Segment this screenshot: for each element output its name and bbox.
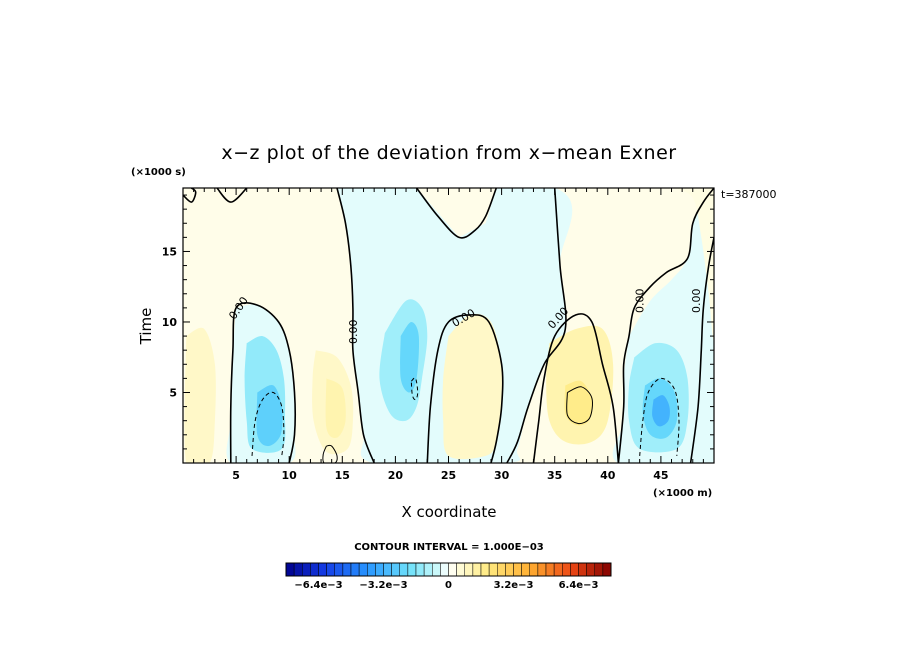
heatmap-region-8 — [400, 322, 420, 393]
contour-label-group-1: 0.00 — [347, 320, 360, 345]
negative-contour-12 — [251, 391, 285, 456]
y-axis-title: Time — [137, 308, 155, 346]
colorbar-cell — [456, 562, 466, 577]
x-tick-label: 35 — [547, 469, 562, 482]
colorbar-cell — [285, 562, 295, 577]
colorbar-cell — [578, 562, 587, 577]
colorbar-tick-label: −6.4e−3 — [294, 580, 342, 591]
colorbar-cell — [440, 562, 449, 577]
colorbar-cell — [334, 562, 344, 577]
colorbar-cell — [594, 562, 604, 577]
x-tick-label: 10 — [282, 469, 298, 482]
contour-line-11 — [322, 444, 338, 463]
colorbar-cell — [399, 562, 409, 577]
x-tick-label: 25 — [441, 469, 456, 482]
heatmap-fills — [183, 188, 714, 463]
colorbar-cell — [391, 562, 401, 577]
x-axis-title: X coordinate — [401, 503, 496, 521]
colorbar-cell — [407, 562, 417, 577]
contour-lines — [183, 188, 714, 463]
colorbar-cell — [367, 562, 376, 577]
colorbar-cell — [505, 562, 514, 577]
heatmap-region-12 — [184, 327, 216, 463]
colorbar-tick-label: 0 — [445, 580, 452, 591]
axis-ticks: 5 10 15 20 25 30 35 40 45 5 10 15 — [162, 188, 714, 482]
colorbar-cell — [497, 562, 506, 577]
chart-title: x−z plot of the deviation from x−mean Ex… — [221, 142, 676, 164]
contour-line-4 — [426, 314, 504, 463]
contour-label-1: 0.00 — [347, 320, 360, 345]
heatmap-region-18 — [671, 188, 714, 340]
colorbar-cell — [602, 562, 612, 577]
colorbar-cell — [302, 562, 311, 577]
contour-line-5 — [532, 313, 620, 463]
colorbar-cell — [464, 562, 474, 577]
contour-line-2 — [506, 188, 567, 463]
colorbar-frame — [285, 562, 612, 577]
contour-line-9 — [216, 188, 248, 203]
colorbar-cell — [358, 562, 368, 577]
contour-label-group-4: 0.00 — [634, 289, 647, 314]
colorbar-cell — [293, 562, 303, 577]
heatmap-region-6 — [256, 384, 283, 447]
contour-label-4: 0.00 — [634, 289, 647, 314]
contour-line-7 — [689, 237, 714, 463]
colorbar-cell — [415, 562, 425, 577]
colorbar-cell — [383, 562, 392, 577]
colorbar-cell — [342, 562, 352, 577]
contour-line-3 — [229, 301, 296, 463]
colorbar-cell — [423, 562, 433, 577]
x-multiplier-label: (×1000 m) — [653, 488, 712, 499]
x-tick-label: 40 — [600, 469, 616, 482]
negative-contour-13 — [639, 377, 680, 456]
contour-line-0 — [336, 188, 375, 463]
time-label: t=387000 — [721, 188, 777, 201]
colorbar-cell — [562, 562, 571, 577]
colorbar-cell — [553, 562, 563, 577]
colorbar-cell — [521, 562, 531, 577]
colorbar-cell — [529, 562, 539, 577]
x-tick-label: 30 — [494, 469, 510, 482]
heatmap-region-11 — [325, 378, 346, 438]
colorbar-cell — [350, 562, 360, 577]
contour-line-1 — [415, 188, 498, 239]
colorbar-tick-label: 6.4e−3 — [559, 580, 599, 591]
colorbar-cell — [537, 562, 547, 577]
y-tick-label: 15 — [162, 245, 177, 258]
colorbar-cell — [586, 562, 596, 577]
colorbar-cell — [448, 562, 457, 577]
colorbar-cell — [326, 562, 336, 577]
heatmap-region-9 — [442, 313, 503, 460]
heatmap-region-14 — [564, 380, 593, 426]
colorbar: −6.4e−3 −3.2e−3 0 3.2e−3 6.4e−3 — [285, 562, 612, 591]
x-tick-label: 20 — [388, 469, 404, 482]
negative-contour-14 — [410, 377, 419, 401]
y-multiplier-label: (×1000 s) — [131, 167, 186, 178]
colorbar-cell — [318, 562, 327, 577]
x-tick-label: 45 — [653, 469, 668, 482]
y-tick-label: 5 — [169, 386, 177, 399]
colorbar-cell — [513, 562, 522, 577]
y-tick-label: 10 — [162, 316, 178, 329]
colorbar-cell — [432, 562, 441, 577]
contour-interval-label: CONTOUR INTERVAL = 1.000E−03 — [354, 542, 544, 553]
heatmap-region-3 — [416, 188, 497, 238]
contour-line-10 — [566, 386, 593, 425]
heatmap-region-17 — [652, 395, 670, 427]
colorbar-cell — [570, 562, 579, 577]
colorbar-cell — [472, 562, 482, 577]
x-tick-label: 5 — [232, 469, 240, 482]
colorbar-tick-label: 3.2e−3 — [494, 580, 534, 591]
colorbar-cell — [480, 562, 490, 577]
colorbar-cell — [488, 562, 498, 577]
x-tick-label: 15 — [335, 469, 350, 482]
contour-label-5: 0.00 — [690, 289, 703, 314]
contour-label-group-5: 0.00 — [690, 289, 703, 314]
colorbar-cell — [310, 562, 319, 577]
colorbar-cell — [375, 562, 384, 577]
colorbar-cell — [545, 562, 555, 577]
contour-line-6 — [617, 188, 714, 463]
colorbar-tick-label: −3.2e−3 — [359, 580, 407, 591]
